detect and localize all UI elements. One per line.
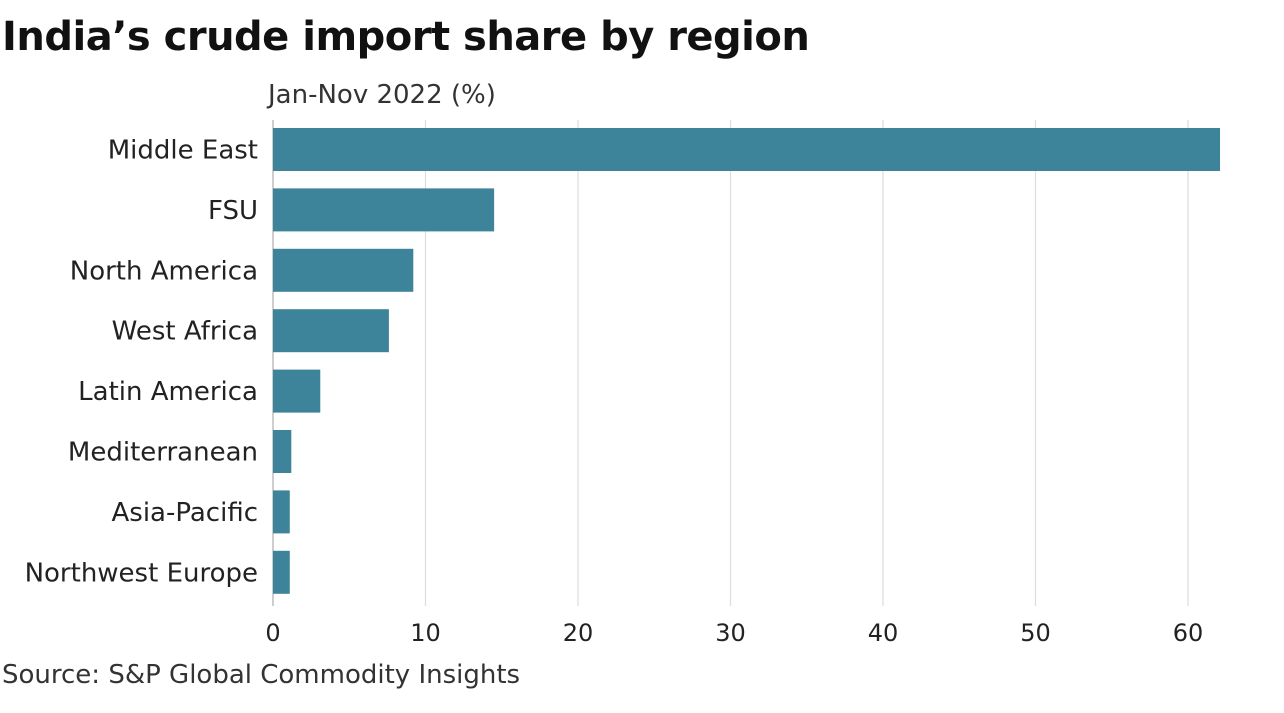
category-label: Mediterranean [68, 438, 258, 468]
bar [273, 248, 414, 292]
bar [273, 369, 321, 413]
category-label: FSU [208, 196, 258, 226]
x-tick-label: 10 [410, 619, 441, 647]
chart-title: India’s crude import share by region [2, 14, 810, 60]
bar [273, 188, 495, 232]
x-tick-label: 30 [715, 619, 746, 647]
bar [273, 490, 290, 534]
x-tick-label: 0 [265, 619, 280, 647]
category-label: West Africa [112, 317, 258, 347]
category-label: Asia-Pacific [111, 498, 258, 528]
bar [273, 430, 292, 473]
bar [273, 550, 290, 594]
category-label: Latin America [78, 377, 258, 407]
source-note: Source: S&P Global Commodity Insights [2, 660, 521, 690]
bar [273, 128, 1221, 171]
x-tick-label: 20 [563, 619, 594, 647]
bar [273, 309, 389, 353]
x-tick-label: 40 [868, 619, 899, 647]
bars [273, 128, 1221, 594]
x-tick-label: 60 [1173, 619, 1204, 647]
category-labels: Middle East FSU North America West Africa La… [25, 136, 258, 589]
category-label: Northwest Europe [25, 558, 258, 588]
category-label: North America [70, 256, 258, 286]
x-tick-label: 50 [1020, 619, 1051, 647]
chart-subtitle: Jan-Nov 2022 (%) [268, 80, 496, 110]
x-axis-tick-labels: 0 10 20 30 40 50 60 [265, 619, 1203, 647]
category-label: Middle East [108, 136, 258, 166]
